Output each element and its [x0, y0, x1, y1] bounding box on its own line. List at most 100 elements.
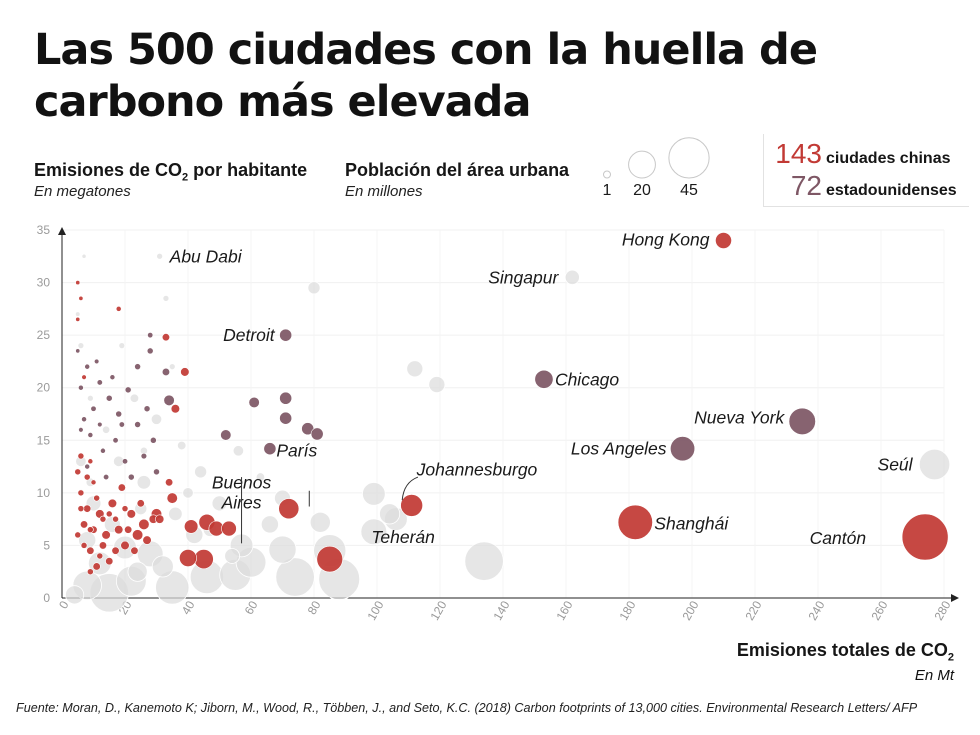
- data-point: [114, 525, 124, 535]
- point-singapur: [564, 269, 580, 285]
- data-point: [248, 396, 260, 409]
- data-point: [161, 333, 170, 342]
- data-point: [151, 555, 174, 578]
- point-abu-dabi: [156, 252, 164, 260]
- data-point: [180, 367, 190, 377]
- data-point: [75, 316, 81, 322]
- data-point: [170, 404, 181, 414]
- data-point: [93, 494, 100, 502]
- data-point: [153, 468, 160, 476]
- population-legend-title: Población del área urbana: [345, 160, 570, 180]
- data-point: [80, 542, 88, 549]
- data-point: [406, 360, 424, 378]
- data-point: [74, 311, 81, 317]
- x-tick-label: 220: [742, 598, 764, 623]
- data-point: [83, 473, 91, 481]
- data-point: [92, 562, 101, 571]
- data-point: [132, 529, 144, 541]
- label-detroit: Detroit: [223, 325, 276, 345]
- size-legend-circle: [603, 170, 611, 179]
- data-point: [77, 452, 85, 460]
- label-los-angeles: Los Angeles: [571, 439, 667, 459]
- data-point: [263, 442, 277, 456]
- data-point: [77, 342, 85, 350]
- data-point: [310, 427, 324, 441]
- data-point: [118, 421, 125, 428]
- data-point: [117, 483, 126, 492]
- size-legend-label: 1: [603, 182, 612, 199]
- data-point: [127, 473, 135, 481]
- data-point: [77, 505, 85, 512]
- data-point: [275, 557, 315, 597]
- y-axis-title: Emisiones de CO2 por habitante: [34, 160, 308, 184]
- data-point: [211, 495, 228, 512]
- population-legend-unit: En millones: [345, 183, 423, 200]
- data-point: [165, 478, 174, 487]
- y-axis-arrow: [58, 227, 66, 235]
- data-point: [184, 519, 199, 534]
- data-point: [97, 421, 103, 428]
- data-point: [105, 510, 113, 518]
- label-abu-dabi: Abu Dabi: [169, 246, 243, 266]
- y-tick-label: 35: [37, 223, 51, 237]
- data-point: [134, 421, 141, 428]
- data-point: [78, 384, 84, 391]
- data-point: [107, 498, 118, 508]
- x-tick-label: 100: [364, 598, 386, 623]
- data-point: [121, 458, 129, 465]
- data-point: [136, 475, 152, 490]
- x-axis-title: Emisiones totales de CO2: [736, 640, 954, 664]
- label-singapur: Singapur: [488, 267, 559, 287]
- data-point: [115, 410, 123, 418]
- data-point: [75, 280, 81, 286]
- data-point: [93, 358, 100, 365]
- x-tick-label: 140: [490, 598, 512, 623]
- data-point: [193, 549, 214, 570]
- data-point: [142, 535, 152, 545]
- data-point: [109, 374, 116, 381]
- point-johannesburgo: [400, 494, 423, 517]
- data-point: [168, 363, 176, 371]
- count-legend-china: 143 ciudades chinas: [770, 138, 950, 170]
- data-point: [168, 506, 183, 522]
- data-point: [101, 530, 111, 540]
- data-point: [146, 347, 154, 355]
- y-tick-label: 10: [37, 486, 51, 500]
- data-point: [105, 394, 113, 402]
- point-canton: [901, 513, 949, 561]
- data-point: [130, 546, 139, 555]
- data-point: [129, 393, 140, 403]
- data-point: [74, 531, 82, 539]
- point-hong-kong: [715, 232, 732, 249]
- size-legend-circle: [628, 150, 656, 179]
- data-point: [279, 411, 293, 425]
- data-point: [86, 394, 94, 402]
- count-legend-usa-label: estadounidenses: [826, 182, 957, 199]
- data-point: [360, 518, 388, 546]
- data-point: [83, 504, 92, 513]
- label-johannesburgo: Johannesburgo: [416, 459, 538, 479]
- data-point: [307, 281, 321, 295]
- data-point: [147, 332, 154, 339]
- label-paris: París: [276, 441, 317, 461]
- data-point: [118, 342, 126, 350]
- data-point: [155, 514, 165, 524]
- point-nueva-york: [788, 407, 816, 435]
- data-point: [124, 386, 132, 394]
- data-point: [121, 505, 129, 512]
- data-point: [166, 492, 178, 504]
- data-point: [90, 479, 97, 486]
- y-tick-label: 20: [37, 381, 51, 395]
- data-point: [120, 540, 130, 551]
- x-tick-label: 40: [179, 598, 198, 617]
- data-point: [100, 447, 106, 454]
- data-point: [260, 515, 279, 534]
- data-point: [362, 482, 386, 506]
- data-point: [176, 440, 187, 451]
- data-point: [87, 458, 94, 465]
- data-point: [309, 511, 331, 533]
- x-tick-label: 60: [242, 598, 261, 617]
- data-point: [163, 394, 175, 406]
- label-shanghai: Shanghái: [654, 513, 729, 533]
- data-point: [221, 520, 237, 537]
